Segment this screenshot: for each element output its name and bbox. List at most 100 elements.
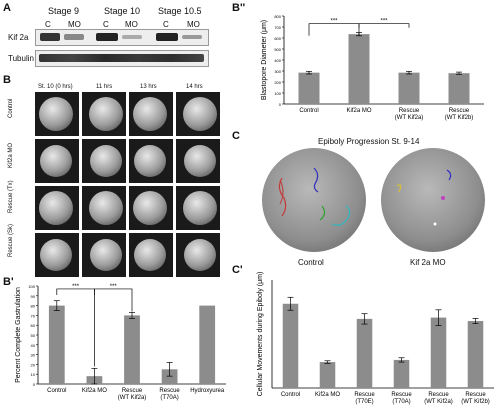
kif2a-mo-embryo-image <box>381 148 485 252</box>
bar <box>467 321 484 388</box>
time-label: St. 10 (0 hrs) <box>38 84 73 90</box>
cell-tracks <box>396 169 452 226</box>
embryo <box>184 239 216 271</box>
cellular-movements-chart: Cellular Movements during Epiboly (μm) Co… <box>257 272 494 405</box>
bar <box>319 362 336 388</box>
significance-bracket <box>56 288 95 367</box>
category-label: Rescue (WT Kif2a) <box>118 388 147 401</box>
embryo-image-frame <box>82 186 126 230</box>
y-tick-label: 600 <box>274 36 281 41</box>
blot-kif2a <box>35 29 209 46</box>
y-tick-label: 100 <box>274 91 281 96</box>
y-tick-label: 60 <box>31 323 36 328</box>
y-tick-label: 0 <box>33 382 36 387</box>
embryo <box>133 191 167 225</box>
embryo-image-frame <box>129 139 173 183</box>
embryo-image-frame <box>82 233 126 277</box>
panel-letter-b: B <box>3 74 11 86</box>
lane-label: MO <box>68 20 81 29</box>
category-label: Control <box>281 392 300 398</box>
time-label: 14 hrs <box>186 84 203 90</box>
band <box>64 34 84 40</box>
bar <box>430 317 447 388</box>
row-label: Rescue (Sk) <box>8 223 14 257</box>
embryo-image-frame <box>82 92 126 136</box>
row-label: Kif2a MO <box>8 142 14 168</box>
bar <box>298 72 320 104</box>
embryo-image-frame <box>176 139 220 183</box>
embryo <box>89 97 123 131</box>
band <box>156 33 178 41</box>
embryo <box>39 191 73 225</box>
y-axis-label: Cellular Movements during Epiboly (μm) <box>257 272 264 397</box>
bar <box>124 315 140 384</box>
embryo-image-frame <box>82 139 126 183</box>
y-tick-label: 500 <box>274 47 281 52</box>
lane-label: C <box>163 20 169 29</box>
y-tick-label: 300 <box>274 69 281 74</box>
bar <box>161 369 178 384</box>
lane-label: MO <box>187 20 200 29</box>
panel-letter-a: A <box>3 2 11 14</box>
band <box>96 33 118 41</box>
epiboly-title: Epiboly Progression St. 9-14 <box>318 137 420 146</box>
row-label: Control <box>8 98 14 118</box>
category-label: Rescue (WT Kif2b) <box>461 392 490 405</box>
stage-label: Stage 10 <box>104 6 141 16</box>
category-label: Rescue (T70E) <box>354 392 375 405</box>
band <box>122 35 142 39</box>
y-tick-label: 40 <box>31 343 36 348</box>
blot-tubulin <box>35 50 209 67</box>
y-tick-label: 90 <box>31 294 36 299</box>
bar <box>398 72 420 104</box>
category-label: Rescue (T70A) <box>159 388 180 401</box>
y-tick-label: 100 <box>28 284 35 289</box>
significance-label: *** <box>380 19 388 25</box>
embryo <box>134 145 166 177</box>
significance-bracket <box>308 23 360 36</box>
kif2a-mo-label: Kif 2a MO <box>410 258 446 267</box>
embryo <box>39 97 73 131</box>
category-label: Kif2a MO <box>315 392 340 398</box>
track-green <box>319 205 326 221</box>
track-cyan <box>331 205 351 226</box>
category-label: Rescue (WT Kif2b) <box>445 108 474 121</box>
embryo <box>134 239 166 271</box>
band <box>39 54 204 62</box>
stage-label: Stage 10.5 <box>158 6 202 16</box>
lane-label: C <box>45 20 51 29</box>
embryo-image-frame <box>129 233 173 277</box>
row-label: Rescue (Tx) <box>8 180 14 213</box>
embryo <box>184 145 216 177</box>
embryo <box>89 191 123 225</box>
embryo <box>40 239 72 271</box>
band <box>40 33 60 41</box>
band <box>182 35 202 39</box>
embryo <box>183 97 217 131</box>
significance-label: *** <box>330 19 338 25</box>
embryo <box>133 97 167 131</box>
category-label: Control <box>299 108 318 114</box>
y-tick-label: 30 <box>31 353 36 358</box>
embryo-image-frame <box>176 186 220 230</box>
embryo-image-frame <box>129 186 173 230</box>
y-tick-label: 10 <box>31 372 36 377</box>
bar <box>199 305 216 384</box>
embryo-image-frame <box>35 139 79 183</box>
category-label: Rescue (WT Kif2a) <box>395 108 424 121</box>
embryo-image-frame <box>35 92 79 136</box>
track-magenta <box>441 196 445 200</box>
significance-bracket <box>358 23 410 36</box>
blastopore-diameter-chart: Blastopore Diameter (μm) 0 100 200 300 400 500… <box>261 14 484 121</box>
y-tick-label: 80 <box>31 304 36 309</box>
embryo-image-frame <box>129 92 173 136</box>
embryo <box>40 145 72 177</box>
control-label: Control <box>298 258 324 267</box>
significance-label: *** <box>72 284 80 290</box>
y-tick-label: 200 <box>274 80 281 85</box>
control-embryo-image <box>262 148 366 252</box>
embryo-image-frame <box>176 233 220 277</box>
bar <box>393 359 410 388</box>
panel-letter-b2: B'' <box>232 2 246 14</box>
y-tick-label: 0 <box>279 102 282 107</box>
